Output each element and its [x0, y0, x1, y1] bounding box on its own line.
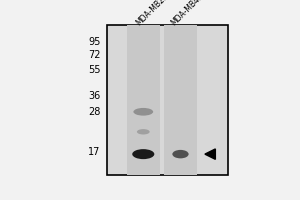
Ellipse shape [137, 129, 150, 134]
Bar [127, 25, 160, 175]
Text: 72: 72 [88, 50, 100, 60]
Ellipse shape [134, 108, 153, 116]
Ellipse shape [132, 149, 154, 159]
Text: 36: 36 [88, 91, 100, 101]
Bar [164, 25, 197, 175]
Bar [107, 25, 228, 175]
Text: 28: 28 [88, 107, 100, 117]
Text: 17: 17 [88, 147, 100, 157]
Text: 55: 55 [88, 65, 100, 75]
Text: MDA-MB231: MDA-MB231 [135, 0, 174, 28]
Polygon shape [205, 149, 215, 159]
Text: 95: 95 [88, 37, 100, 47]
Text: MDA-MB435: MDA-MB435 [169, 0, 209, 28]
Ellipse shape [172, 150, 189, 158]
